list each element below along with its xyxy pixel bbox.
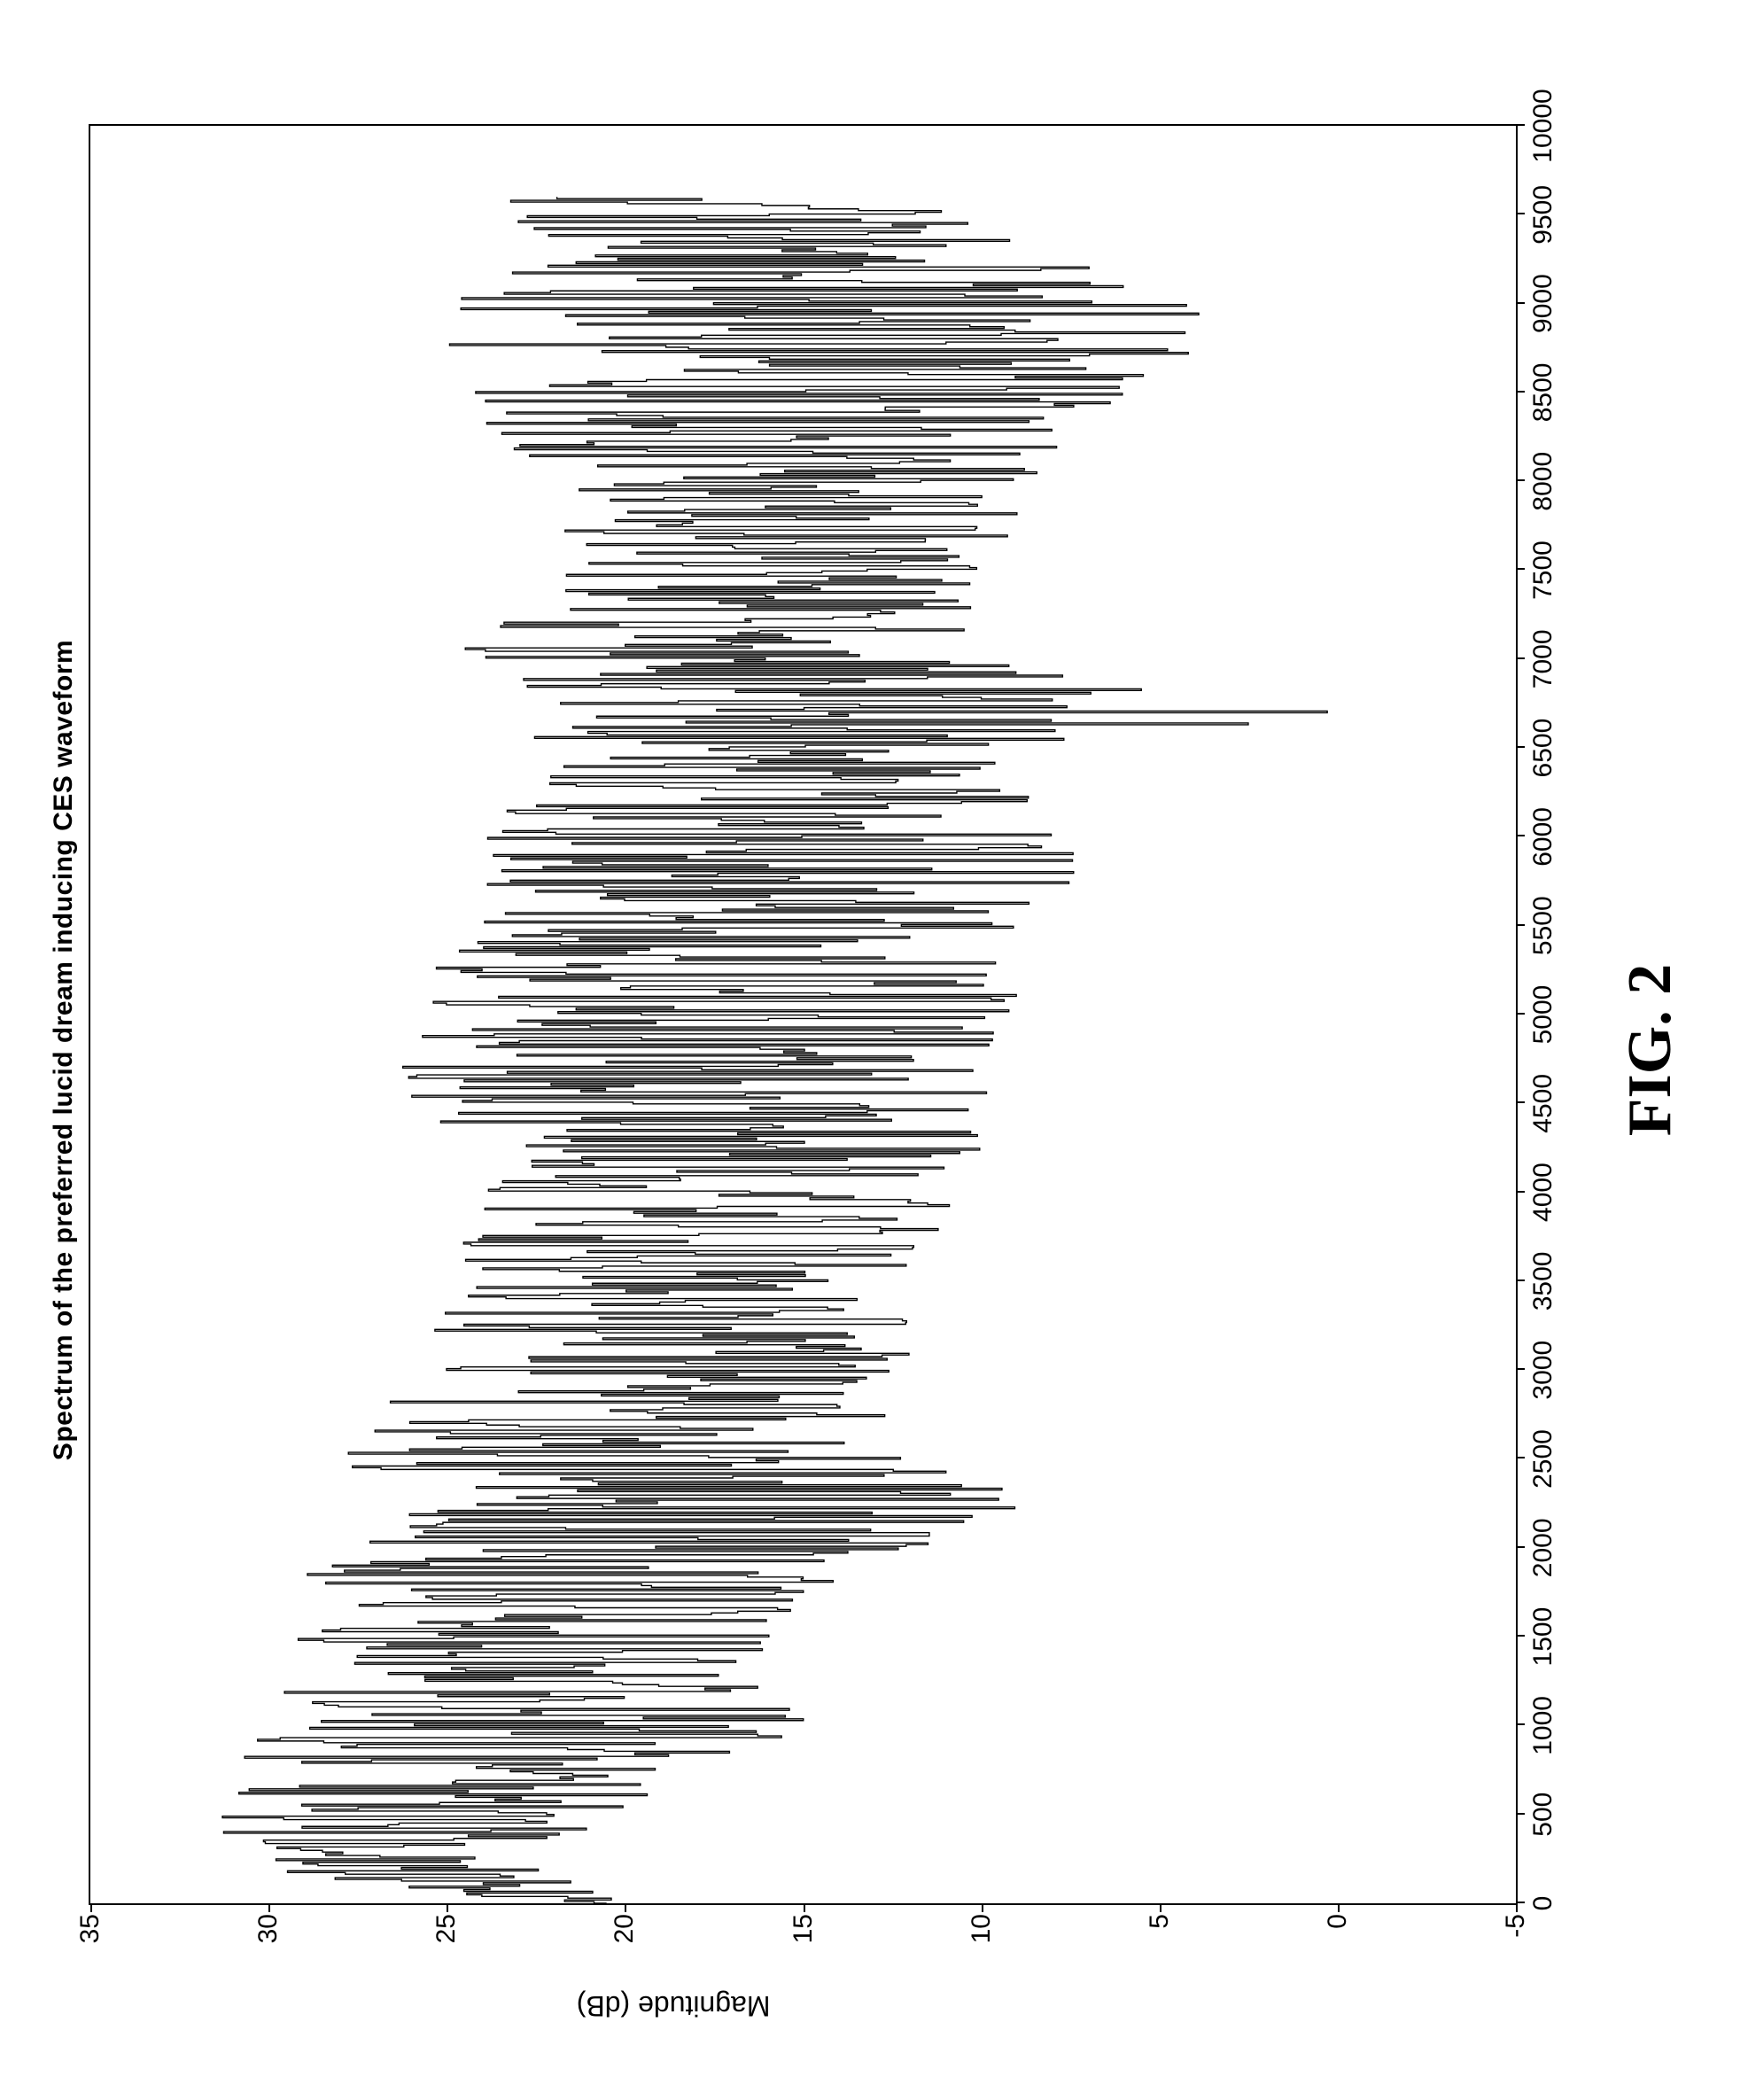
x-tick-label: 3000 [1516, 1341, 1558, 1400]
x-tick-label: 6000 [1516, 807, 1558, 867]
y-tick-label: 0 [1323, 1903, 1353, 1929]
x-tick-label: 9000 [1516, 274, 1558, 333]
chart-title: Spectrum of the preferred lucid dream in… [49, 0, 79, 2100]
y-tick-label: 10 [967, 1903, 997, 1943]
y-tick-label: 25 [431, 1903, 462, 1943]
x-tick-label: 7000 [1516, 629, 1558, 688]
spectrum-path [222, 197, 1327, 1903]
x-tick-label: 1500 [1516, 1607, 1558, 1667]
plot-area: -505101520253035050010001500200025003000… [89, 124, 1518, 1905]
x-tick-label: 3500 [1516, 1252, 1558, 1311]
x-tick-label: 5000 [1516, 985, 1558, 1045]
y-tick-label: 5 [1145, 1903, 1175, 1929]
x-tick-label: 10000 [1516, 89, 1558, 162]
x-tick-label: 500 [1516, 1793, 1558, 1837]
x-tick-label: 9500 [1516, 185, 1558, 245]
x-tick-label: 4000 [1516, 1163, 1558, 1222]
x-tick-label: 4500 [1516, 1074, 1558, 1133]
spectrum-line [90, 126, 1516, 1903]
y-tick-label: 35 [75, 1903, 105, 1943]
y-axis-label: Magnitude (dB) [577, 1989, 771, 2022]
y-tick-label: 15 [789, 1903, 819, 1943]
x-tick-label: 0 [1516, 1896, 1558, 1911]
x-tick-label: 1000 [1516, 1696, 1558, 1755]
x-tick-label: 7500 [1516, 541, 1558, 600]
x-tick-label: 5500 [1516, 896, 1558, 955]
x-tick-label: 8000 [1516, 452, 1558, 511]
x-tick-label: 2500 [1516, 1429, 1558, 1489]
y-tick-label: 20 [610, 1903, 640, 1943]
x-tick-label: 6500 [1516, 719, 1558, 778]
figure-caption: FIG. 2 [1615, 0, 1686, 2100]
x-tick-label: 8500 [1516, 363, 1558, 423]
x-tick-label: 2000 [1516, 1518, 1558, 1577]
y-tick-label: 30 [253, 1903, 284, 1943]
